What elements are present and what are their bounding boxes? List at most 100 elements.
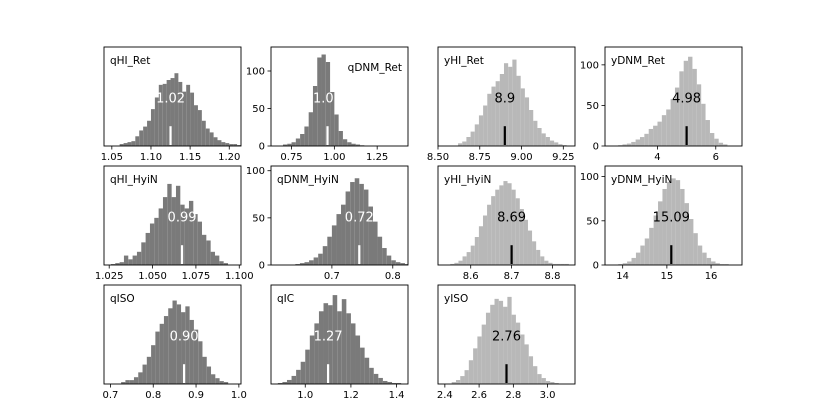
histogram-bar <box>657 121 662 146</box>
histogram-bar <box>503 181 508 265</box>
histogram-bar <box>503 63 509 146</box>
histogram-bar <box>537 374 542 384</box>
histogram-bar <box>336 214 342 265</box>
panel-qhi-ret: 1.05 1.10 1.15 1.20 qHI_Ret 1.02 <box>101 46 242 163</box>
panel-qdnm-hyin: 0.7 0.8 0 50 100 qDNM_HyiN 0.72 <box>246 165 409 282</box>
value-annotation: 0.99 <box>168 210 197 225</box>
x-tick-label: 8.7 <box>504 271 520 282</box>
histogram-bar <box>223 382 229 384</box>
histogram-bar <box>549 140 555 146</box>
histogram-bar <box>299 263 305 265</box>
panel-label: yHI_HyiN <box>444 174 491 186</box>
histogram-bar <box>110 264 116 265</box>
histogram-bar <box>658 201 663 265</box>
bars-yhi-hyin <box>450 181 569 265</box>
histogram-bar <box>211 374 216 384</box>
histogram-bar <box>560 263 565 265</box>
histogram-bar <box>214 255 220 265</box>
histogram-bar <box>451 382 456 384</box>
histogram-bar <box>312 86 318 146</box>
histogram-bar <box>478 226 483 265</box>
histogram-bar <box>189 319 194 384</box>
histogram-bar <box>150 109 155 146</box>
histogram-bar <box>136 251 142 265</box>
x-tick-label: 2.4 <box>437 390 453 401</box>
histogram-bar <box>533 120 538 146</box>
axes-frame <box>437 46 576 147</box>
histogram-bar <box>121 382 126 384</box>
histogram-bar <box>382 380 388 384</box>
histogram-bar <box>548 262 553 265</box>
bars-yiso <box>451 296 559 384</box>
histogram-bar <box>282 144 288 146</box>
x-tick-label: 8.8 <box>545 271 561 282</box>
histogram-bar <box>395 262 401 265</box>
histogram-bar <box>162 83 167 146</box>
panel-label: qISO <box>110 293 135 305</box>
histogram-bar <box>182 91 187 146</box>
histogram-bar <box>477 336 482 384</box>
value-annotation: 1.02 <box>156 91 185 106</box>
histogram-bar <box>661 115 667 146</box>
histogram-bar <box>119 144 124 146</box>
histogram-bar <box>644 238 650 265</box>
histogram-bar <box>167 183 172 265</box>
histogram-bar <box>168 308 173 384</box>
panel-label: yDNM_Ret <box>611 55 665 67</box>
histogram-bar <box>507 183 512 265</box>
x-tick-label: 1.0 <box>297 390 313 401</box>
histogram-bar <box>219 381 224 384</box>
x-tick-label: 16 <box>705 271 718 282</box>
histogram-bar <box>556 263 561 265</box>
value-annotation: 15.09 <box>653 210 690 225</box>
histogram-bar <box>666 181 672 265</box>
histogram-bar <box>210 251 215 265</box>
histogram-bar <box>519 209 524 265</box>
x-tick-label: 2.8 <box>505 390 521 401</box>
histogram-bar <box>149 223 155 265</box>
histogram-bar <box>482 215 488 265</box>
x-tick-label: 1.15 <box>179 152 201 163</box>
histogram-bar <box>139 130 144 146</box>
histogram-bar <box>317 57 322 146</box>
histogram-bar <box>328 305 333 384</box>
histogram-bar <box>644 133 649 146</box>
histogram-bar <box>635 139 640 146</box>
histogram-bar <box>201 234 207 265</box>
panel-label: yHI_Ret <box>444 55 484 67</box>
histogram-bar <box>396 382 402 384</box>
x-tick-label: 1.00 <box>323 152 345 163</box>
x-tick-label: 0.8 <box>385 271 401 282</box>
x-tick-label: 14 <box>616 271 629 282</box>
histogram-bar <box>133 377 139 384</box>
histogram-bar <box>679 71 684 146</box>
histogram-bar <box>454 262 459 265</box>
value-annotation: 1.08 <box>313 91 342 106</box>
histogram-bar <box>291 375 297 384</box>
histogram-bar <box>221 142 226 146</box>
value-annotation: 8.69 <box>497 210 526 225</box>
x-tick-label: 6 <box>713 152 719 163</box>
histogram-bar <box>487 204 492 265</box>
histogram-bar <box>145 232 150 265</box>
histogram-bar <box>354 178 360 265</box>
histogram-bar <box>162 197 168 265</box>
histogram-bar <box>197 221 202 265</box>
x-tick-label: 1.025 <box>95 271 124 282</box>
histogram-bar <box>494 298 499 384</box>
histogram-bar <box>503 306 508 384</box>
panel-label: qHI_HyiN <box>110 174 158 186</box>
histogram-bar <box>391 260 396 265</box>
value-annotation: 2.76 <box>492 329 521 344</box>
histogram-bar <box>129 380 134 384</box>
histogram-bar <box>155 331 160 384</box>
histogram-bar <box>470 245 475 265</box>
histogram-bar <box>536 249 541 265</box>
histogram-bar <box>516 75 521 146</box>
histogram-bar <box>308 112 313 146</box>
histogram-bar <box>287 143 292 146</box>
histogram-bar <box>151 345 156 384</box>
axes-frame <box>270 46 409 147</box>
histogram-bar <box>325 62 331 146</box>
histogram-bar <box>631 141 636 146</box>
